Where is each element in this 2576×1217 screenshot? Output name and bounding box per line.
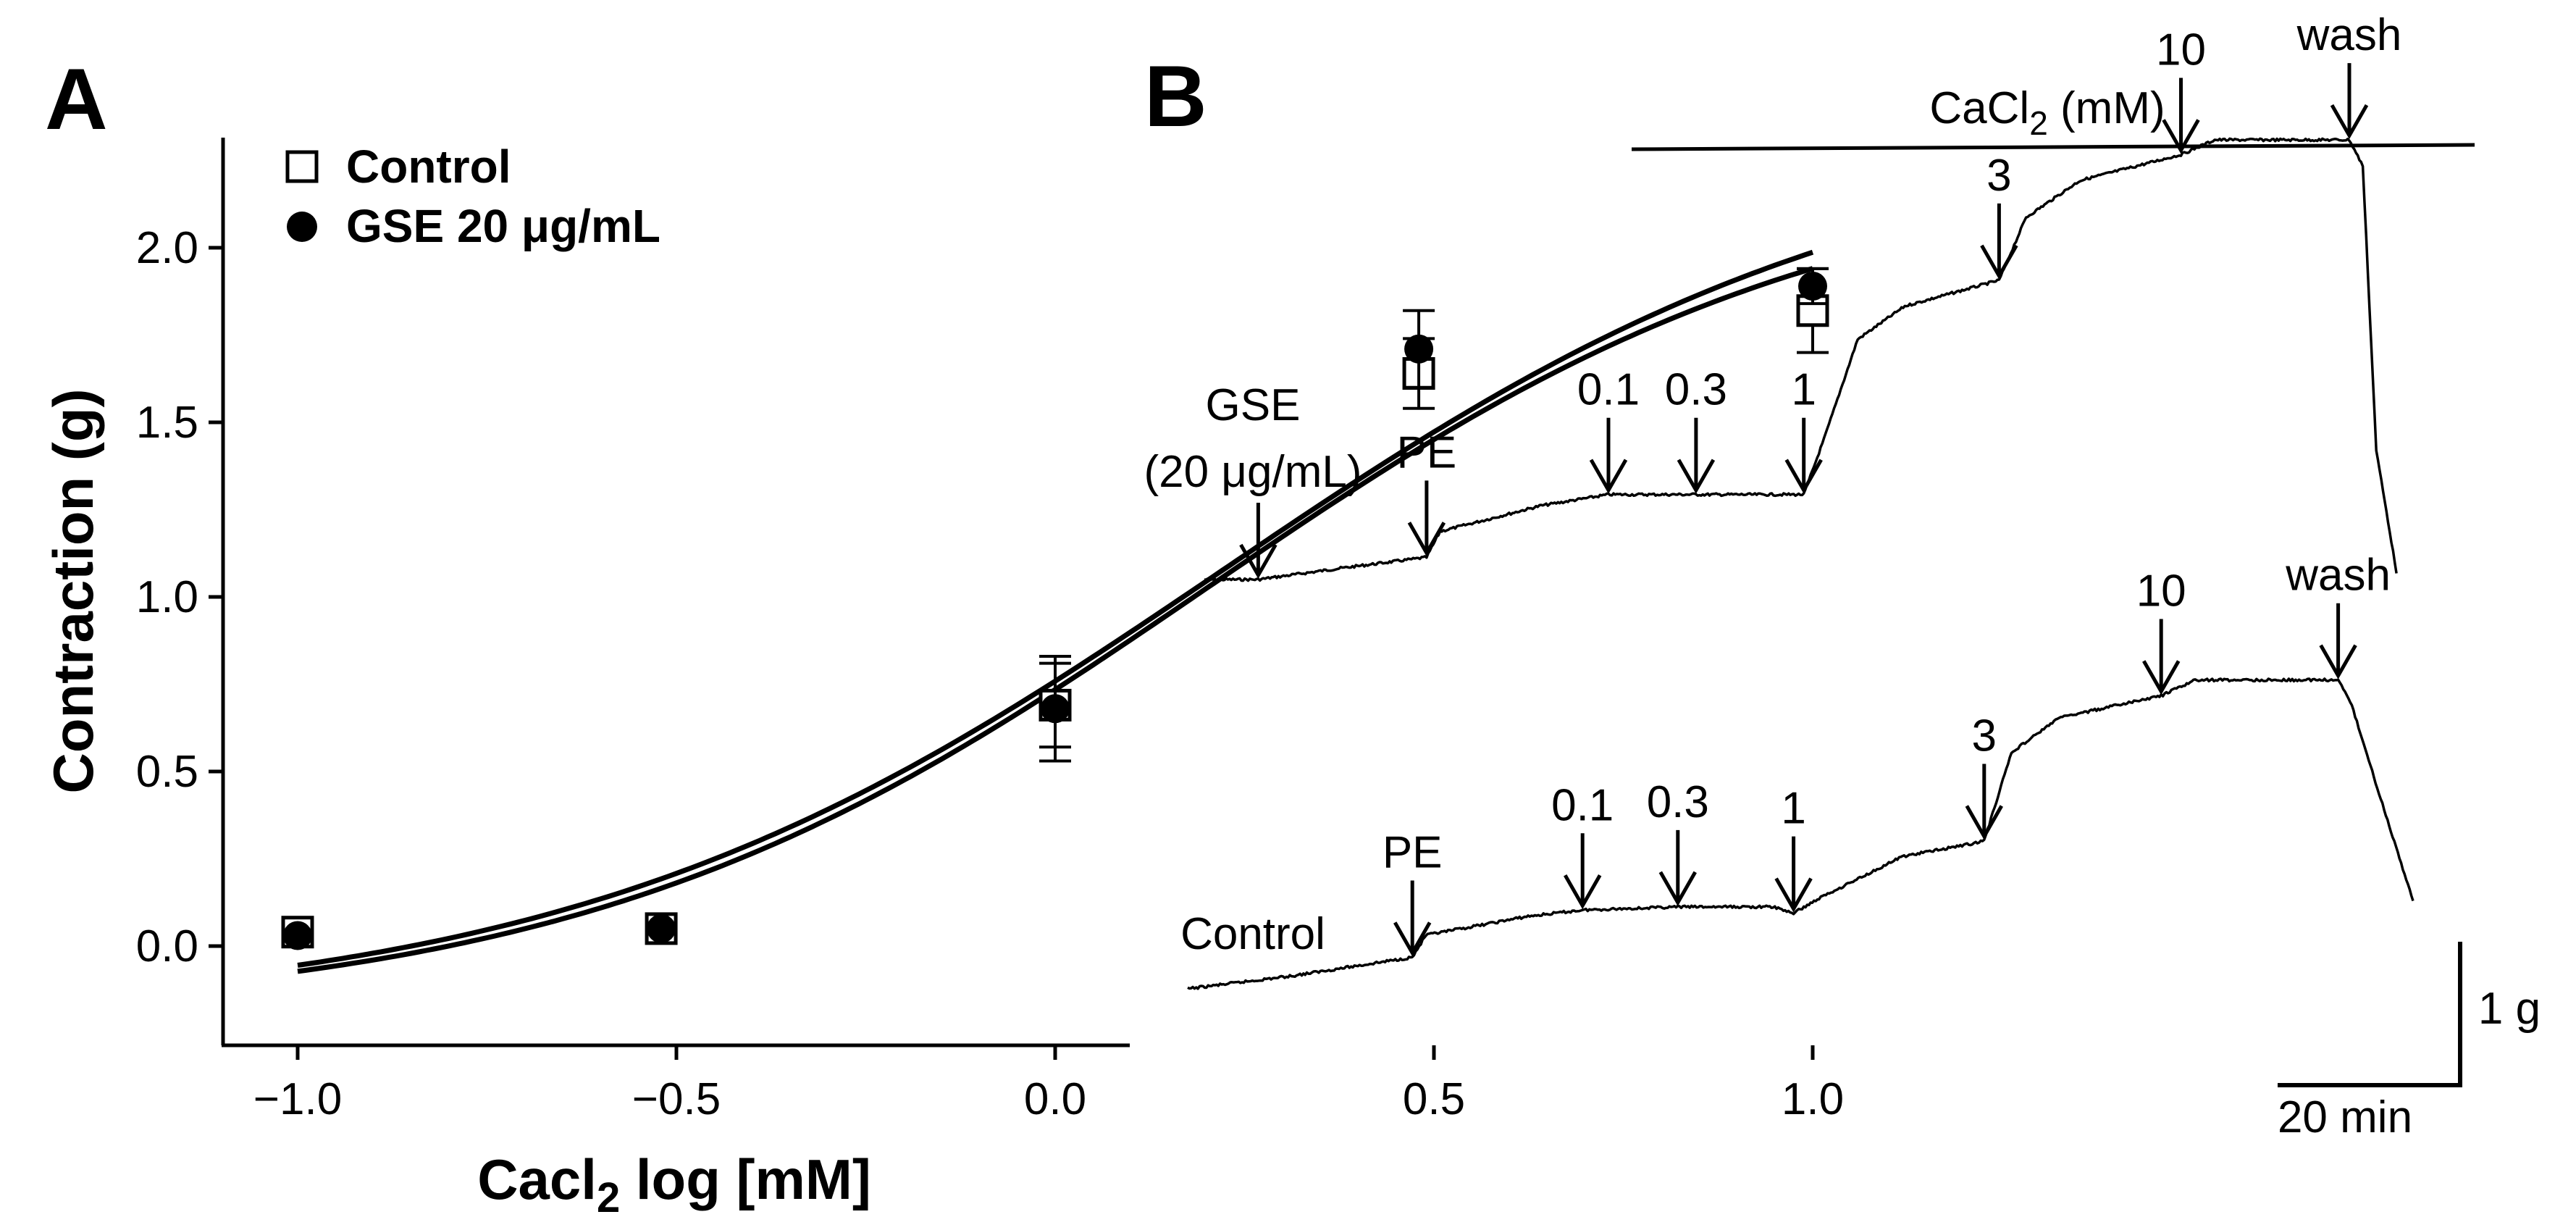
event-arrow: 10 [2136,566,2186,695]
event-arrow: 10 [2156,25,2206,154]
arrow-head [1677,459,1716,494]
legend: Control GSE 20 μg/mL [285,141,660,252]
trace-label-gse-line2: (20 μg/mL) [1144,447,1362,497]
arrow-head [1774,877,1813,913]
data-point-gse [1404,334,1434,364]
event-label: 0.1 [1551,780,1614,830]
trace-label-control: Control [1180,909,1325,959]
scale-bar [2278,942,2462,1087]
arrow-head [2330,104,2369,140]
arrow-head [1965,805,2003,840]
scale-bar-vertical-label: 1 g [2478,984,2541,1034]
event-label: wash [2285,551,2391,601]
event-label: 3 [1972,711,1997,761]
x-tick-label: −0.5 [632,1074,721,1124]
event-arrow: 0.3 [1647,777,1709,906]
data-point-gse [1041,694,1070,724]
panel-b-title: CaCl2 (mM) [1929,83,2165,142]
arrow-head [1239,543,1277,580]
x-tick-label: 1.0 [1782,1074,1844,1124]
event-label: 1 [1791,365,1816,415]
arrow-head [1589,459,1628,494]
event-arrow: wash [2296,10,2402,140]
arrow-head [2319,644,2357,679]
arrow-head [1658,871,1697,906]
panel-b: B CaCl2 (mM) GSE (20 μg/mL) Control PE 0.… [1144,10,2541,1142]
data-point-gse [283,921,312,950]
y-tick-label: 2.0 [136,223,198,273]
event-label: 0.1 [1577,365,1640,415]
x-axis-title: Cacl2 log [mM] [477,1147,871,1217]
trace-control [1187,677,2415,990]
legend-filled-circle-marker [287,212,317,242]
arrow-head [2142,660,2181,695]
cacl2-bar [1631,143,2475,151]
panel-b-traces [1187,137,2415,990]
event-label: 1 [1781,784,1805,834]
event-arrow: PE [1397,427,1457,557]
y-tick-label: 0.0 [136,921,198,971]
y-tick-label: 0.5 [136,747,198,797]
panel-a-ticks: −1.0 −0.5 0.0 0.5 1.0 0.0 0.5 1.0 1.5 2.0 [136,223,1844,1124]
panel-a-fit-curves [297,249,1814,974]
arrow-head [1980,244,2018,280]
y-axis-title: Contraction (g) [41,389,105,794]
arrow-head [1407,522,1446,557]
event-arrow: PE [1383,828,1443,957]
arrow-head [1393,921,1432,957]
y-tick-label: 1.5 [136,398,198,448]
event-label: 3 [1986,151,2011,201]
panel-a: A −1.0 −0.5 0.0 0.5 1.0 0.0 0.5 1.0 1.5 2.0 Contr… [41,51,1844,1217]
event-label: 0.3 [1665,365,1727,415]
event-arrow: 0.1 [1551,780,1614,910]
panel-a-letter: A [45,51,108,148]
arrow-head [1564,874,1602,910]
arrow-head [1784,459,1823,494]
event-label: PE [1383,828,1443,878]
event-label: PE [1397,427,1457,477]
x-tick-label: 0.5 [1403,1074,1465,1124]
event-arrow: 3 [1980,151,2018,280]
event-label: wash [2296,10,2402,60]
event-label: 10 [2156,25,2206,75]
data-point-gse [647,913,676,943]
data-point-gse [1798,272,1827,301]
event-arrow: 0.3 [1665,365,1727,494]
panel-b-event-arrows: PE 0.1 0.3 1 3 10 wash PE 0.1 0.3 1 3 10 wash [1239,10,2402,957]
y-tick-label: 1.0 [136,572,198,622]
x-tick-label: −1.0 [253,1074,342,1124]
trace-label-gse-line1: GSE [1206,380,1301,430]
event-arrow: 1 [1784,365,1823,494]
trace-gse [1204,137,2398,582]
legend-label-control: Control [346,141,511,193]
event-arrow [1239,503,1277,580]
panel-b-letter: B [1144,48,1207,145]
event-arrow: 3 [1965,711,2003,840]
event-arrow: wash [2285,551,2391,679]
event-label: 0.3 [1647,777,1709,827]
x-tick-label: 0.0 [1024,1074,1086,1124]
panel-a-data-points [281,267,1829,950]
event-arrow: 0.1 [1577,365,1640,494]
scale-bar-horizontal-label: 20 min [2278,1092,2412,1142]
legend-open-square-marker [285,150,319,183]
legend-label-gse: GSE 20 μg/mL [346,200,660,252]
arrow-head [2162,119,2200,154]
event-label: 10 [2136,566,2186,616]
event-arrow: 1 [1774,784,1813,913]
